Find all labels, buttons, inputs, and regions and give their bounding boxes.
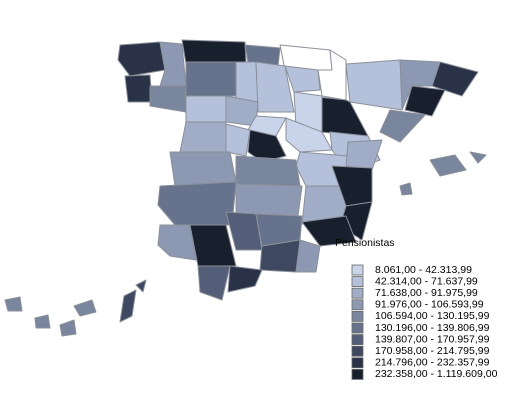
legend-label: 130.196,00 - 139.806,99	[375, 322, 490, 334]
province	[34, 314, 51, 329]
province	[235, 155, 301, 187]
province	[225, 123, 251, 157]
province	[181, 39, 247, 65]
legend-label: 214.796,00 - 232.357,99	[375, 357, 490, 369]
legend-label: 139.807,00 - 170.957,99	[375, 333, 490, 345]
legend-swatch	[351, 334, 364, 346]
legend-swatch	[351, 287, 364, 299]
province	[119, 289, 137, 323]
province	[189, 224, 237, 267]
province	[117, 41, 166, 77]
legend-label: 8.061,00 - 42.313,99	[375, 264, 472, 276]
legend-label: 170.958,00 - 214.795,99	[375, 345, 490, 357]
province	[149, 85, 187, 113]
legend-swatch	[351, 310, 364, 322]
province	[4, 296, 23, 312]
legend-swatch	[351, 276, 364, 288]
province	[345, 59, 403, 111]
province	[235, 183, 303, 217]
province	[157, 224, 197, 261]
province	[227, 265, 263, 293]
legend-label: 71.638,00 - 91.975,99	[375, 287, 478, 299]
legend-swatch	[351, 264, 364, 276]
province	[179, 121, 227, 153]
province	[469, 151, 487, 164]
province	[235, 61, 259, 103]
province	[345, 139, 383, 171]
legend-swatch	[351, 322, 364, 334]
provinces	[4, 39, 487, 337]
legend-title: Pensionistas	[335, 237, 395, 249]
province	[404, 85, 446, 117]
province	[135, 279, 147, 293]
province	[59, 319, 77, 337]
legend: Pensionistas 8.061,00 - 42.313,9942.314,…	[335, 237, 498, 380]
legend-label: 232.358,00 - 1.119.609,00	[375, 368, 498, 380]
province	[159, 41, 187, 87]
province	[73, 299, 97, 317]
province	[185, 95, 227, 123]
province	[284, 65, 321, 93]
province	[124, 74, 153, 103]
province	[197, 265, 231, 301]
province	[399, 182, 413, 196]
legend-label: 42.314,00 - 71.637,99	[375, 275, 478, 287]
province	[429, 154, 467, 177]
province	[169, 151, 237, 187]
legend-label: 91.976,00 - 106.593,99	[375, 299, 484, 311]
province	[301, 215, 357, 247]
province	[285, 117, 333, 153]
province	[295, 239, 321, 273]
legend-swatch	[351, 368, 364, 380]
province	[379, 109, 426, 143]
province	[255, 61, 295, 113]
legend-swatch	[351, 299, 364, 311]
legend-label: 106.594,00 - 130.195,99	[375, 310, 490, 322]
province	[157, 181, 237, 226]
legend-swatch	[351, 345, 364, 357]
legend-swatch	[351, 357, 364, 369]
